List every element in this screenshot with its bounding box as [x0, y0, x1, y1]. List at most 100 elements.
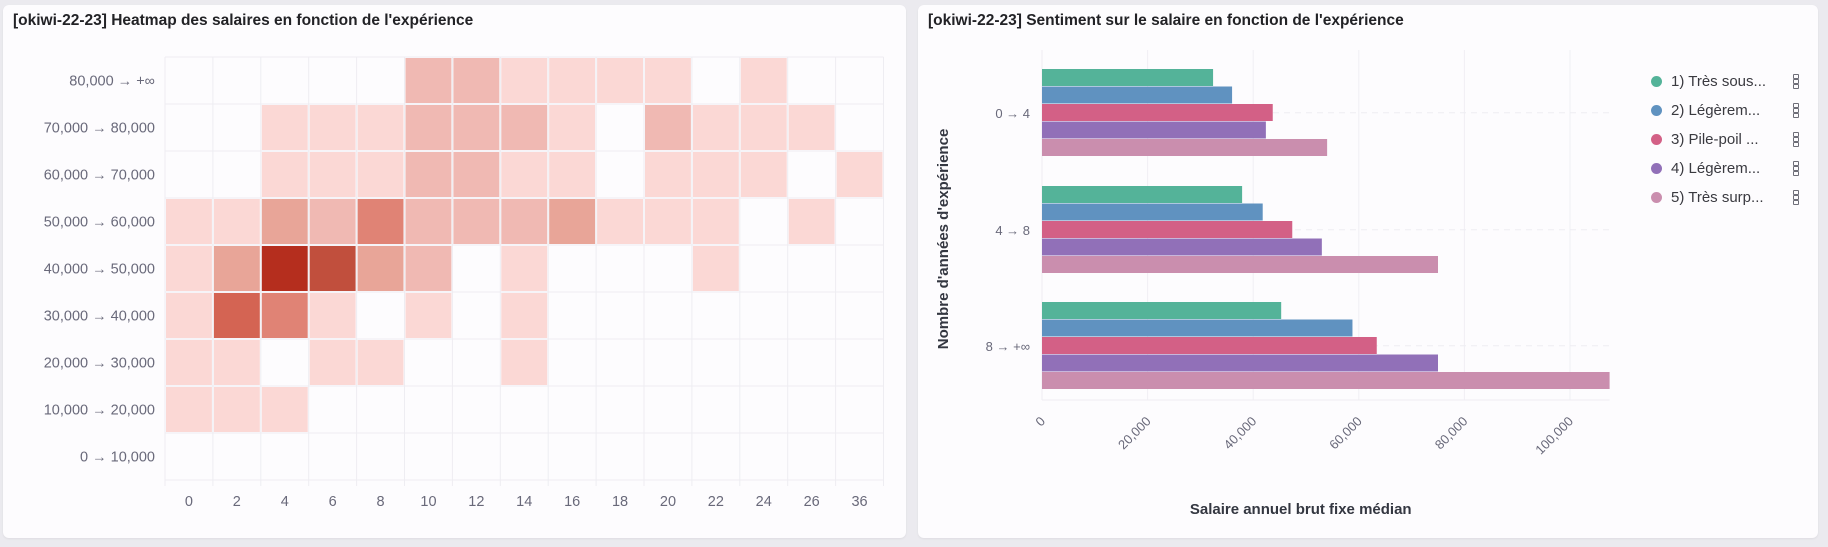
heatmap-cell[interactable]: [740, 105, 787, 150]
heatmap-cell[interactable]: [405, 293, 452, 338]
y-tick-label: 80,000 → +∞: [69, 74, 155, 90]
heatmap-cell[interactable]: [645, 199, 691, 244]
legend-actions-icon[interactable]: [1791, 102, 1801, 120]
legend-actions-icon[interactable]: [1791, 131, 1801, 149]
heatmap-cell[interactable]: [405, 58, 452, 103]
heatmap-cell[interactable]: [549, 152, 596, 197]
heatmap-cell[interactable]: [692, 246, 739, 291]
dot: [1793, 160, 1799, 166]
heatmap-cell[interactable]: [836, 152, 883, 197]
heatmap-cell[interactable]: [788, 199, 835, 244]
heatmap-cell[interactable]: [213, 246, 260, 291]
legend-actions-icon[interactable]: [1791, 73, 1801, 91]
heatmap-cell[interactable]: [309, 199, 356, 244]
heatmap-cell[interactable]: [740, 152, 787, 197]
legend-item[interactable]: 5) Très surp...: [1651, 183, 1801, 212]
heatmap-cell[interactable]: [501, 293, 548, 338]
bar[interactable]: [1042, 238, 1322, 256]
heatmap-cell[interactable]: [692, 105, 739, 150]
legend-actions-icon[interactable]: [1791, 160, 1801, 178]
heatmap-cell[interactable]: [309, 293, 356, 338]
heatmap-cell[interactable]: [213, 199, 260, 244]
bar[interactable]: [1042, 121, 1266, 139]
heatmap-cell[interactable]: [405, 199, 452, 244]
heatmap-cell[interactable]: [166, 387, 212, 432]
heatmap-cell[interactable]: [261, 387, 308, 432]
x-tick-label: 0: [185, 494, 193, 510]
heatmap-cell[interactable]: [357, 105, 404, 150]
heatmap-cell[interactable]: [309, 340, 356, 385]
bar[interactable]: [1042, 372, 1610, 389]
heatmap-cell[interactable]: [453, 58, 500, 103]
heatmap-cell[interactable]: [501, 199, 548, 244]
heatmap-cell[interactable]: [453, 152, 500, 197]
heatmap-cell[interactable]: [261, 293, 308, 338]
bar[interactable]: [1042, 186, 1243, 203]
legend-item[interactable]: 4) Légèrem...: [1651, 154, 1801, 183]
heatmap-cell[interactable]: [357, 340, 404, 385]
heatmap-cell[interactable]: [740, 58, 787, 103]
heatmap-cell[interactable]: [597, 199, 643, 244]
heatmap-cell[interactable]: [357, 199, 404, 244]
heatmap-cell[interactable]: [788, 105, 835, 150]
x-tick-label: 4: [281, 494, 289, 510]
heatmap-cell[interactable]: [405, 246, 452, 291]
heatmap-cell[interactable]: [549, 105, 596, 150]
bar[interactable]: [1042, 139, 1328, 156]
x-tick-label: 24: [756, 494, 772, 510]
heatmap-cell[interactable]: [645, 152, 691, 197]
heatmap-cell[interactable]: [405, 105, 452, 150]
heatmap-cell[interactable]: [261, 105, 308, 150]
legend-actions-icon[interactable]: [1791, 189, 1801, 207]
heatmap-cell[interactable]: [405, 152, 452, 197]
heatmap-cell[interactable]: [501, 246, 548, 291]
heatmap-cell[interactable]: [261, 199, 308, 244]
heatmap-cell[interactable]: [645, 58, 691, 103]
heatmap-cell[interactable]: [166, 293, 212, 338]
heatmap-cell[interactable]: [501, 105, 548, 150]
heatmap-cell[interactable]: [261, 152, 308, 197]
bar[interactable]: [1042, 104, 1273, 121]
heatmap-cell[interactable]: [309, 246, 356, 291]
y-tick-label: 70,000 → 80,000: [44, 121, 155, 137]
heatmap-cell[interactable]: [501, 152, 548, 197]
heatmap-cell[interactable]: [357, 246, 404, 291]
heatmap-chart: 80,000 → +∞ 70,000 → 80,000 60,000 → 70,00…: [44, 56, 884, 510]
heatmap-cell[interactable]: [166, 246, 212, 291]
y-tick-label: 4 → 8: [995, 223, 1030, 238]
legend-item[interactable]: 3) Pile-poil ...: [1651, 125, 1801, 154]
heatmap-cell[interactable]: [645, 105, 691, 150]
heatmap-cell[interactable]: [453, 199, 500, 244]
bar[interactable]: [1042, 337, 1377, 354]
bar[interactable]: [1042, 302, 1282, 319]
bar[interactable]: [1042, 86, 1233, 104]
legend-item[interactable]: 1) Très sous...: [1651, 67, 1801, 96]
heatmap-cell[interactable]: [692, 199, 739, 244]
heatmap-cell[interactable]: [309, 105, 356, 150]
heatmap-cell[interactable]: [453, 105, 500, 150]
y-tick-label: 8 → +∞: [986, 339, 1030, 354]
heatmap-cell[interactable]: [357, 152, 404, 197]
bar[interactable]: [1042, 203, 1263, 221]
y-tick-label: 0 → 4: [995, 106, 1030, 121]
legend-item[interactable]: 2) Légèrem...: [1651, 96, 1801, 125]
heatmap-cell[interactable]: [309, 152, 356, 197]
heatmap-cell[interactable]: [549, 199, 596, 244]
heatmap-cell[interactable]: [501, 340, 548, 385]
heatmap-cell[interactable]: [213, 387, 260, 432]
heatmap-cell[interactable]: [501, 58, 548, 103]
bar[interactable]: [1042, 256, 1438, 273]
bar[interactable]: [1042, 319, 1353, 337]
bar[interactable]: [1042, 354, 1438, 372]
legend-label: 5) Très surp...: [1671, 189, 1764, 206]
bar[interactable]: [1042, 69, 1214, 86]
heatmap-cell[interactable]: [692, 152, 739, 197]
heatmap-cell[interactable]: [261, 246, 308, 291]
heatmap-cell[interactable]: [213, 293, 260, 338]
heatmap-cell[interactable]: [597, 58, 643, 103]
bar[interactable]: [1042, 221, 1293, 238]
heatmap-cell[interactable]: [549, 58, 596, 103]
heatmap-cell[interactable]: [166, 340, 212, 385]
heatmap-cell[interactable]: [166, 199, 212, 244]
heatmap-cell[interactable]: [213, 340, 260, 385]
